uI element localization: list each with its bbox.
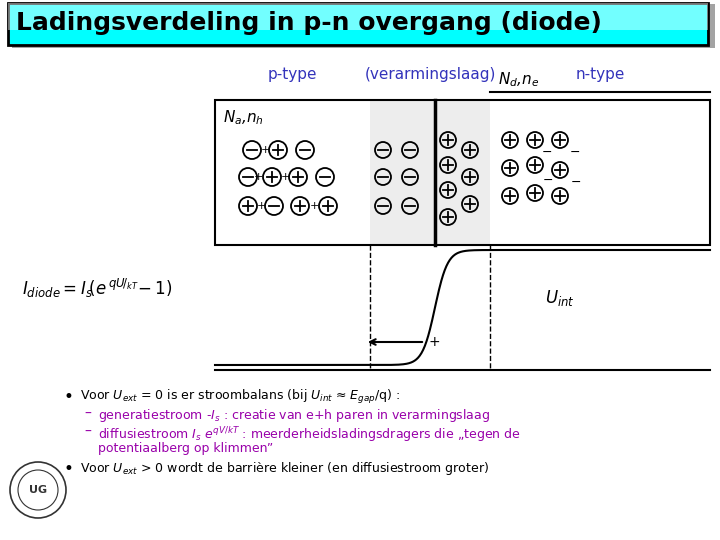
Text: –: – <box>84 425 91 439</box>
Text: −: − <box>571 176 581 188</box>
Text: Voor $U_{ext}$ > 0 wordt de barrière kleiner (en diffusiestroom groter): Voor $U_{ext}$ > 0 wordt de barrière kle… <box>80 460 489 477</box>
Text: +: + <box>253 172 263 182</box>
Text: −: − <box>570 145 580 159</box>
Text: generatiestroom -$I_s$ : creatie van e+h paren in verarmingslaag: generatiestroom -$I_s$ : creatie van e+h… <box>98 407 490 424</box>
Bar <box>12 4 715 48</box>
Bar <box>215 100 710 245</box>
Text: UG: UG <box>29 485 47 495</box>
Text: potentiaalberg op klimmen”: potentiaalberg op klimmen” <box>98 442 274 455</box>
Text: n-type: n-type <box>575 68 625 83</box>
Text: $I_{diode} = I_s\!\left(e^{\,qU\!/_{kT}}\!-1\right)$: $I_{diode} = I_s\!\left(e^{\,qU\!/_{kT}}… <box>22 278 172 300</box>
Text: Ladingsverdeling in p-n overgang (diode): Ladingsverdeling in p-n overgang (diode) <box>16 11 602 35</box>
Text: −: − <box>543 173 553 186</box>
Text: –: – <box>84 407 91 421</box>
Text: $N_a$,$n_h$: $N_a$,$n_h$ <box>223 108 264 127</box>
Text: $U_{int}$: $U_{int}$ <box>545 287 575 307</box>
Text: +: + <box>428 335 440 349</box>
Bar <box>370 100 490 245</box>
Text: Voor $U_{ext}$ = 0 is er stroombalans (bij $U_{int}$ ≈ $E_{gap}$/q) :: Voor $U_{ext}$ = 0 is er stroombalans (b… <box>80 388 400 406</box>
Text: •: • <box>63 388 73 406</box>
Bar <box>215 100 710 245</box>
Text: •: • <box>63 460 73 478</box>
Bar <box>8 3 708 45</box>
Text: +: + <box>256 201 266 211</box>
Text: diffusiestroom $I_s$ $e^{qV/kT}$ : meerderheidsladingsdragers die „tegen de: diffusiestroom $I_s$ $e^{qV/kT}$ : meerd… <box>98 425 521 444</box>
Text: +: + <box>310 201 319 211</box>
Text: −: − <box>541 145 552 159</box>
Text: +: + <box>280 172 289 182</box>
Text: p-type: p-type <box>268 68 318 83</box>
Bar <box>8 3 708 30</box>
Text: +: + <box>261 145 270 155</box>
Text: $N_d$,$n_e$: $N_d$,$n_e$ <box>498 71 539 89</box>
Text: (verarmingslaag): (verarmingslaag) <box>364 68 495 83</box>
